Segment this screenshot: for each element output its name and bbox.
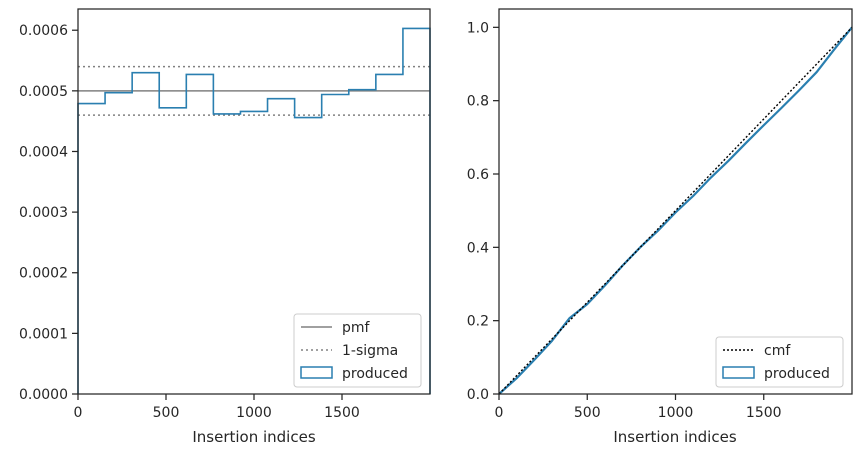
- y-tick-label: 0.0001: [19, 326, 68, 342]
- y-tick-label: 0.6: [467, 167, 489, 183]
- cmf-legend-swatch-produced: [722, 366, 755, 379]
- cmf-legend: cmf produced: [715, 336, 844, 388]
- pmf-x-axis-title: Insertion indices: [192, 428, 315, 446]
- x-tick-label: 1500: [324, 405, 360, 421]
- pmf-legend-label-produced: produced: [342, 366, 408, 382]
- x-tick-label: 500: [574, 405, 601, 421]
- y-tick-label: 0.0003: [19, 205, 68, 221]
- pmf-legend-label-sigma: 1-sigma: [342, 343, 398, 359]
- pmf-x-axis: 0 500 1000 1500: [74, 394, 360, 421]
- pmf-panel: 0 500 1000 1500 0.00000.00010.00020.00030.0…: [19, 8, 431, 446]
- pmf-legend-box: [293, 313, 422, 388]
- y-tick-label: 0.0: [467, 387, 489, 403]
- y-tick-label: 0.0004: [19, 144, 68, 160]
- produced-histogram: [77, 27, 431, 394]
- x-tick-label: 0: [74, 405, 83, 421]
- cmf-line: [498, 26, 853, 395]
- cmf-x-axis-title: Insertion indices: [613, 428, 736, 446]
- y-tick-label: 0.0005: [19, 84, 68, 100]
- y-tick-label: 0.0002: [19, 266, 68, 282]
- cmf-y-axis: 0.0 0.2 0.4 0.6 0.8 1.0: [467, 20, 499, 403]
- x-tick-label: 0: [495, 405, 504, 421]
- y-tick-label: 0.0006: [19, 23, 68, 39]
- x-tick-label: 500: [153, 405, 180, 421]
- y-tick-label: 0.4: [467, 240, 489, 256]
- y-tick-label: 0.0000: [19, 387, 68, 403]
- cmf-plot-frame: [498, 8, 853, 395]
- y-tick-label: 0.8: [467, 94, 489, 110]
- cmf-x-axis: 0 500 1000 1500: [495, 394, 782, 421]
- x-tick-label: 1500: [746, 405, 782, 421]
- pmf-y-axis: 0.0000 0.0001 0.0002 0.0003 0.0004 0.0005 0.00…: [19, 23, 78, 403]
- y-tick-label: 1.0: [467, 20, 489, 36]
- cmf-legend-label-produced: produced: [764, 366, 830, 382]
- pmf-series-layer: [77, 27, 431, 394]
- cmf-series-layer: [498, 26, 853, 395]
- cmf-legend-label-cmf: cmf: [764, 343, 791, 359]
- pmf-legend: pmf 1-sigma produced: [293, 313, 422, 388]
- y-tick-label: 0.2: [467, 314, 489, 330]
- pmf-legend-label-pmf: pmf: [342, 320, 371, 336]
- pmf-legend-swatch-produced: [300, 366, 333, 379]
- cmf-panel: 0 500 1000 1500 0.0 0.2 0.4 0.6 0.8 1.0 Insertio…: [467, 8, 853, 446]
- x-tick-label: 1000: [236, 405, 272, 421]
- x-tick-label: 1000: [658, 405, 694, 421]
